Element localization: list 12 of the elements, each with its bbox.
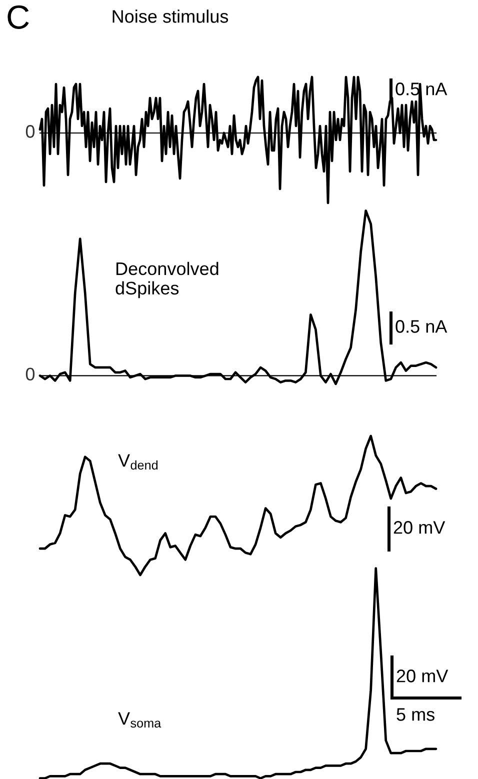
- annotation: 20 mV: [394, 521, 446, 534]
- annotation: 20 mV: [396, 670, 448, 682]
- text: V$_{soma}$: [118, 712, 162, 728]
- text: Deconvolved dSpikes: [116, 262, 218, 298]
- annotation: 0.5 nA: [396, 82, 448, 96]
- annotation: 0.5 nA: [396, 320, 448, 333]
- ref-line-label: 0: [26, 368, 35, 381]
- annotation: 5 ms: [396, 708, 434, 721]
- text: C: [8, 5, 29, 29]
- chart-title: Noise stimulus: [112, 10, 228, 23]
- text: V$_{dend}$: [118, 454, 158, 470]
- ref-line-label: 0: [26, 125, 35, 138]
